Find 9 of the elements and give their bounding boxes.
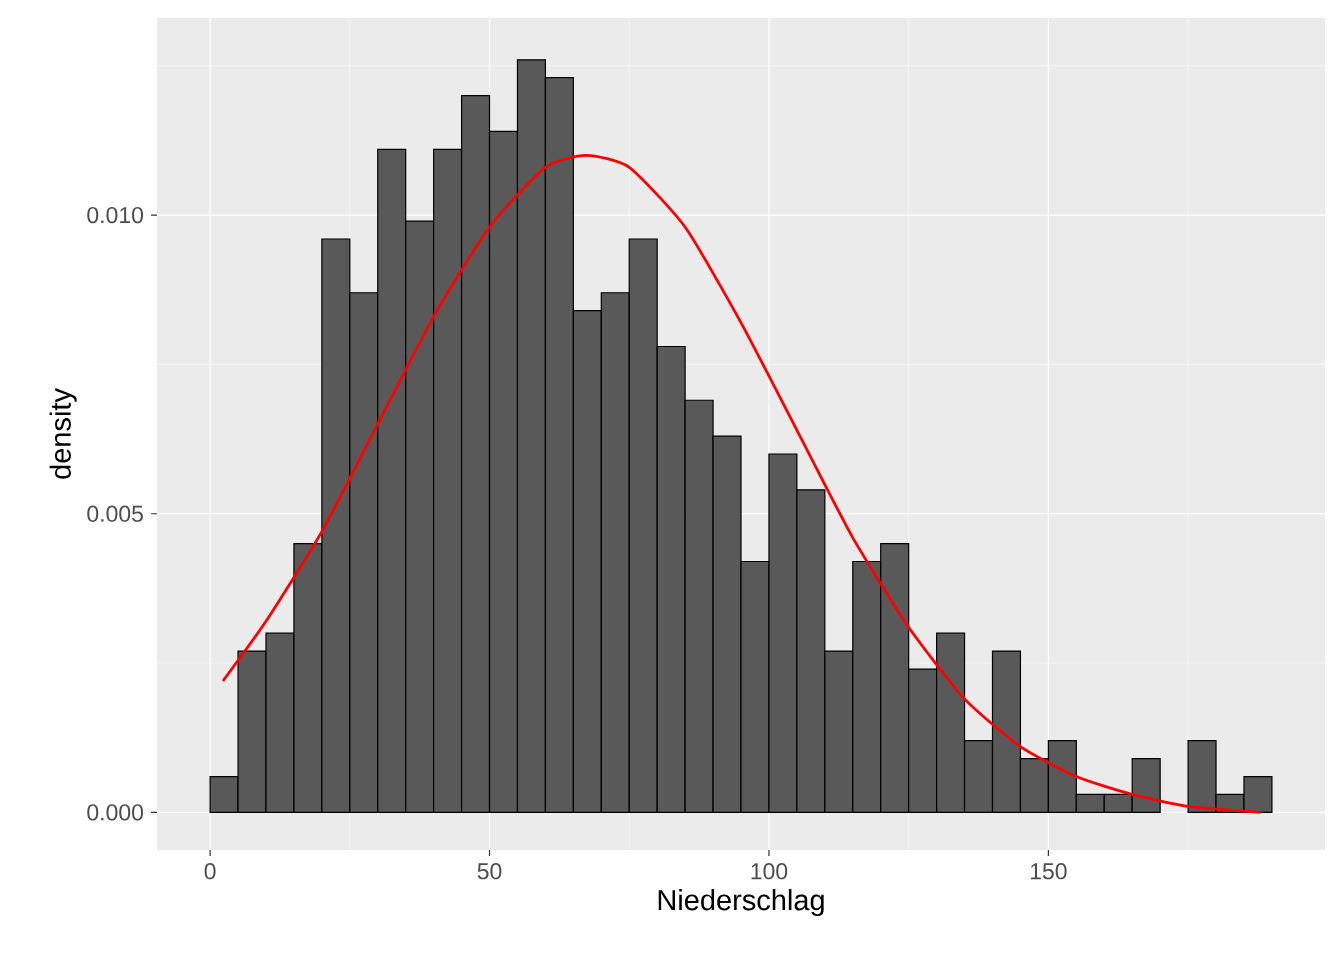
x-tick-label: 100: [751, 863, 788, 880]
x-axis-title: Niederschlag: [658, 889, 824, 917]
y-tick-label: 0.000: [87, 804, 144, 821]
y-axis-title: density: [49, 388, 77, 479]
x-tick-label: 0: [204, 863, 216, 880]
y-tick-label: 0.005: [87, 505, 143, 522]
y-tick-label: 0.010: [87, 206, 144, 224]
x-tick-label: 150: [1030, 863, 1067, 880]
x-tick-label: 50: [477, 863, 502, 880]
